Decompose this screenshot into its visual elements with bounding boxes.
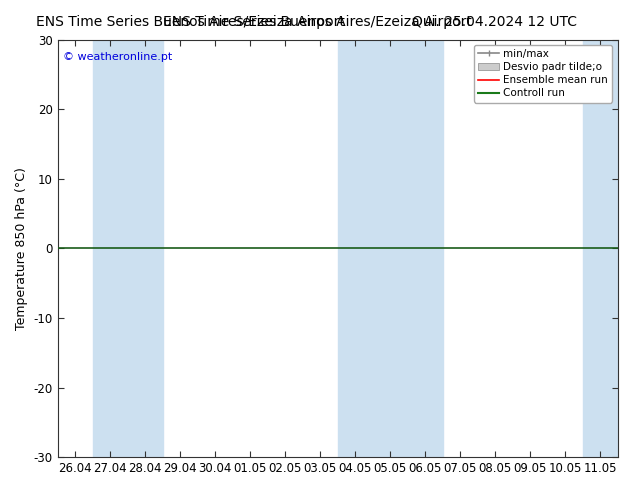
Bar bbox=[338, 40, 373, 457]
Legend: min/max, Desvio padr tilde;o, Ensemble mean run, Controll run: min/max, Desvio padr tilde;o, Ensemble m… bbox=[474, 45, 612, 102]
Text: ENS Time Series Buenos Aires/Ezeiza Airport: ENS Time Series Buenos Aires/Ezeiza Airp… bbox=[36, 15, 345, 29]
Text: ENS Time Series Buenos Aires/Ezeiza Airport: ENS Time Series Buenos Aires/Ezeiza Airp… bbox=[162, 15, 472, 29]
Bar bbox=[93, 40, 127, 457]
Text: Qui. 25.04.2024 12 UTC: Qui. 25.04.2024 12 UTC bbox=[412, 15, 577, 29]
Bar bbox=[583, 40, 618, 457]
Y-axis label: Temperature 850 hPa (°C): Temperature 850 hPa (°C) bbox=[15, 167, 28, 330]
Bar bbox=[373, 40, 408, 457]
Bar bbox=[127, 40, 163, 457]
Bar bbox=[408, 40, 443, 457]
Text: © weatheronline.pt: © weatheronline.pt bbox=[63, 52, 172, 62]
